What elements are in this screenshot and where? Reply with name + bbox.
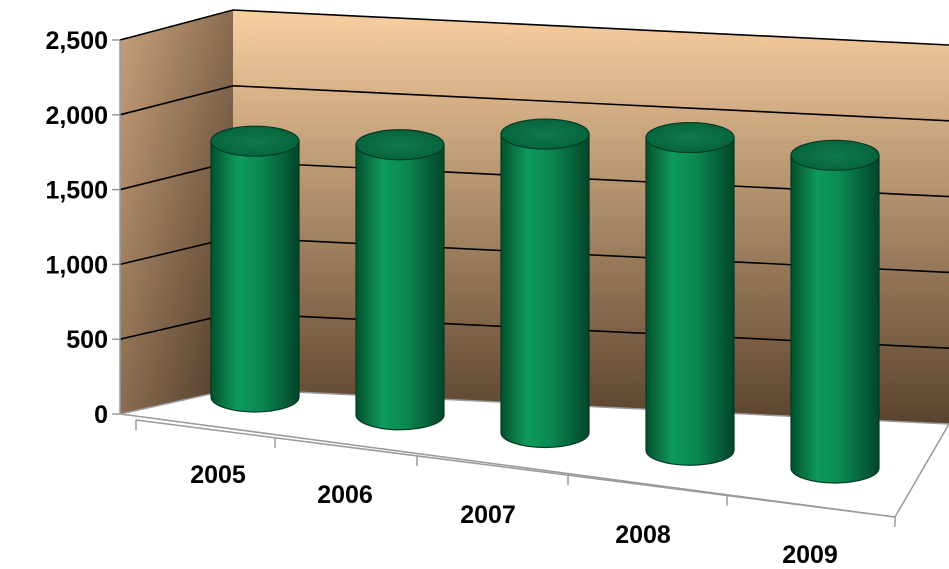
gridline bbox=[119, 9, 949, 46]
x-tick-label: 2005 bbox=[190, 461, 246, 489]
y-tick-label: 1,500 bbox=[45, 177, 108, 205]
y-tick-label: 0 bbox=[94, 401, 108, 429]
bar bbox=[210, 125, 300, 413]
bar bbox=[790, 139, 880, 484]
x-axis-tick-labels: 2005 2006 2007 2008 2009 bbox=[190, 461, 838, 569]
bars bbox=[210, 118, 880, 484]
x-tick-label: 2006 bbox=[317, 481, 373, 509]
bar-top bbox=[355, 129, 445, 161]
bar bbox=[645, 121, 735, 466]
y-tick-label: 1,000 bbox=[45, 251, 108, 279]
bar-top bbox=[645, 121, 735, 154]
bar-body bbox=[210, 140, 300, 413]
x-axis-line bbox=[135, 419, 896, 518]
bar bbox=[500, 118, 590, 449]
axes bbox=[112, 39, 896, 527]
x-tick-label: 2009 bbox=[782, 541, 838, 569]
x-tick-label: 2007 bbox=[460, 501, 516, 529]
bar bbox=[355, 129, 445, 431]
floor bbox=[119, 388, 949, 518]
bar-top bbox=[500, 118, 590, 150]
bar-top bbox=[210, 125, 300, 157]
y-tick-label: 2,500 bbox=[45, 27, 108, 55]
bar-top bbox=[790, 139, 880, 171]
gridline bbox=[119, 84, 949, 122]
x-tick-label: 2008 bbox=[615, 521, 671, 549]
bar-body bbox=[500, 133, 590, 449]
side-wall bbox=[120, 10, 233, 414]
y-tick-label: 500 bbox=[66, 326, 108, 354]
y-axis-tick-labels: 0 500 1,000 1,500 2,000 2,500 bbox=[45, 27, 108, 429]
bar-body bbox=[645, 136, 735, 466]
bar-body bbox=[355, 144, 445, 431]
bar-body bbox=[790, 154, 880, 484]
y-tick-label: 2,000 bbox=[45, 102, 108, 130]
